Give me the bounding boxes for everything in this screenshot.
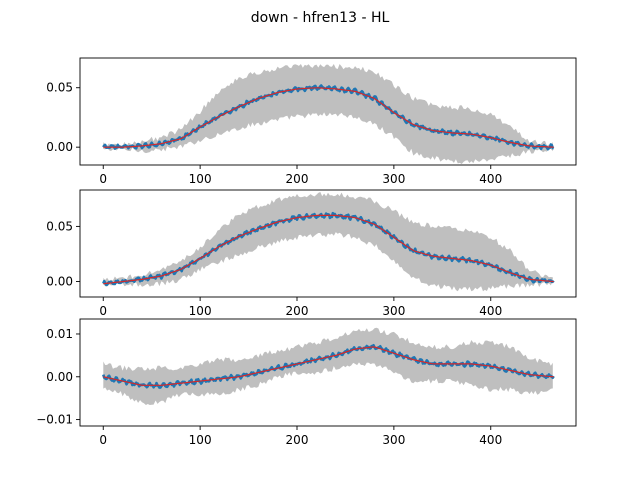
x-tick-label: 200 [286,172,309,186]
x-tick-label: 100 [189,172,212,186]
y-tick-label: 0.01 [46,327,73,341]
x-tick-label: 300 [382,433,405,447]
subplot-1: 0 100 200 300 400 0.00 0.05 [46,57,577,186]
y-tick-label: 0.00 [46,140,73,154]
x-tick-label: 0 [99,304,107,318]
y-tick-label: −0.01 [36,413,73,427]
y-tick-label: 0.05 [46,81,73,95]
x-tick-label: 0 [99,433,107,447]
x-tick-label: 200 [286,304,309,318]
fit-series-line [103,214,554,285]
x-tick-label: 100 [189,433,212,447]
x-tick-label: 100 [189,304,212,318]
x-tick-label: 200 [286,433,309,447]
fit-series-line [103,87,554,148]
x-tick-label: 400 [479,433,502,447]
x-tick-label: 0 [99,172,107,186]
x-tick-label: 400 [479,304,502,318]
axes-frame [79,318,577,427]
confidence-band [103,192,553,292]
figure-title: down - hfren13 - HL [251,10,390,26]
fit-series-line [103,346,554,386]
axes-frame [79,189,577,298]
x-tick-label: 300 [382,172,405,186]
subplot-3: 0 100 200 300 400 −0.01 0.00 0.01 [36,318,577,447]
x-tick-label: 300 [382,304,405,318]
y-tick-label: 0.00 [46,370,73,384]
y-tick-label: 0.05 [46,219,73,233]
subplot-2: 0 100 200 300 400 0.00 0.05 [46,189,577,318]
y-tick-label: 0.00 [46,275,73,289]
confidence-band [103,64,553,164]
confidence-band [103,327,553,405]
x-tick-label: 400 [479,172,502,186]
axes-frame [79,57,577,166]
